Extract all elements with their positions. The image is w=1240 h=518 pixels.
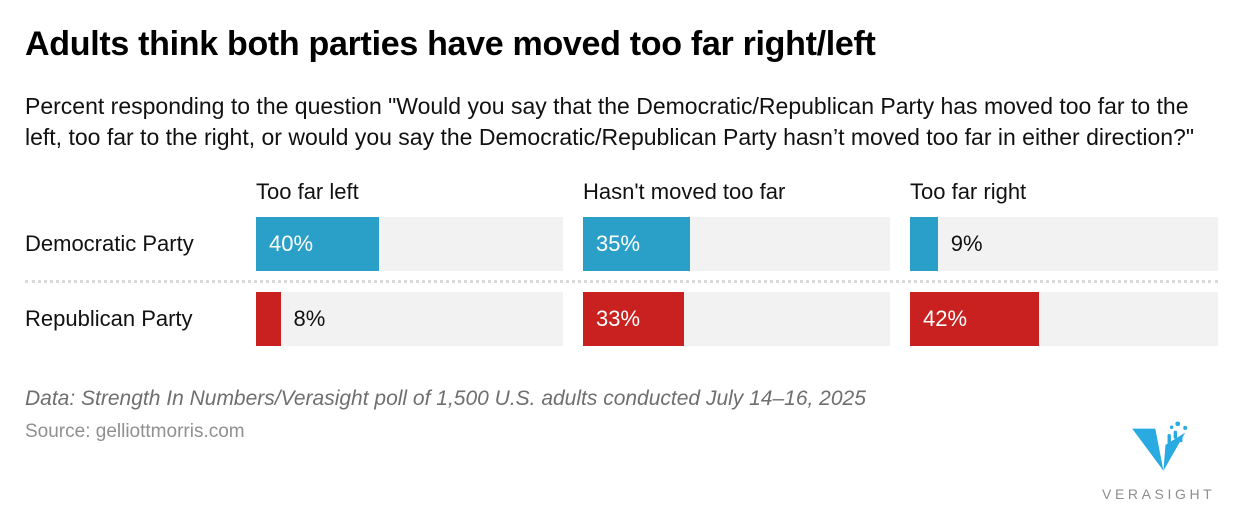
bar-fill bbox=[910, 217, 938, 271]
bar-value-label: 35% bbox=[596, 231, 641, 256]
chart-subtitle: Percent responding to the question "Woul… bbox=[25, 93, 1194, 150]
bar-track: 35% bbox=[583, 217, 890, 271]
bar-track: 33% bbox=[583, 292, 890, 346]
row-label: Republican Party bbox=[25, 306, 193, 331]
bar-value-label: 33% bbox=[596, 306, 641, 331]
bar-value-label: 8% bbox=[293, 306, 326, 331]
bar-track: 40% bbox=[256, 217, 563, 271]
bar-fill bbox=[583, 292, 685, 346]
bar-value-label: 42% bbox=[923, 306, 968, 331]
bar-fill bbox=[583, 217, 691, 271]
chart-corner-spacer bbox=[25, 186, 236, 211]
bar-chart: Too far left Hasn't moved too far Too far … bbox=[25, 179, 1218, 346]
bar-track: 8% bbox=[256, 292, 563, 346]
bar-fill bbox=[256, 292, 281, 346]
bar-track: 9% bbox=[910, 217, 1218, 271]
bar-value-label: 40% bbox=[269, 231, 314, 256]
bar-fill bbox=[256, 217, 379, 271]
row-label: Democratic Party bbox=[25, 231, 194, 256]
data-note: Data: Strength In Numbers/Verasight poll… bbox=[25, 387, 866, 410]
column-header: Hasn't moved too far bbox=[583, 179, 786, 204]
verasight-logo-text: VERASIGHT bbox=[1102, 486, 1216, 502]
source-note: Source: gelliottmorris.com bbox=[25, 421, 245, 442]
page-title: Adults think both parties have moved too… bbox=[25, 25, 876, 63]
bar-fill bbox=[910, 292, 1040, 346]
column-header: Too far right bbox=[910, 179, 1027, 204]
bar-value-label: 9% bbox=[950, 231, 983, 256]
row-divider bbox=[25, 280, 1218, 283]
verasight-logo-icon bbox=[1132, 421, 1188, 471]
column-header: Too far left bbox=[256, 179, 359, 204]
bar-track: 42% bbox=[910, 292, 1218, 346]
verasight-logo: VERASIGHT bbox=[1102, 419, 1214, 502]
